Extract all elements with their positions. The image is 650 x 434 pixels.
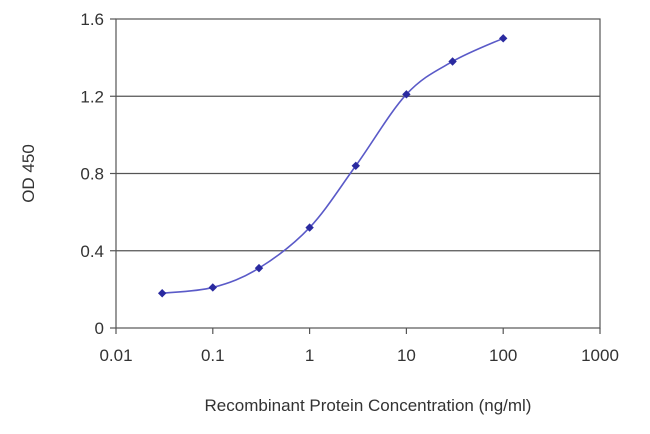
y-axis-title: OD 450 <box>19 144 38 203</box>
x-tick-label: 1 <box>305 346 314 365</box>
data-point <box>402 90 411 99</box>
x-tick-label: 100 <box>489 346 517 365</box>
x-axis-title: Recombinant Protein Concentration (ng/ml… <box>205 396 532 415</box>
x-tick-label: 1000 <box>581 346 619 365</box>
x-axis: 0.01 0.1 1 10 100 1000 <box>99 328 619 365</box>
y-tick-label: 1.6 <box>80 10 104 29</box>
data-point <box>499 34 508 43</box>
series-line <box>162 37 504 295</box>
x-tick-label: 0.01 <box>99 346 132 365</box>
grid-lines <box>116 95 600 252</box>
x-tick-label: 0.1 <box>201 346 225 365</box>
data-point <box>305 223 314 232</box>
x-tick-label: 10 <box>397 346 416 365</box>
y-tick-label: 0 <box>95 319 104 338</box>
data-point <box>157 289 167 298</box>
data-point <box>254 263 264 273</box>
data-point <box>208 283 217 292</box>
y-tick-label: 1.2 <box>80 87 104 106</box>
y-tick-label: 0.4 <box>80 242 104 261</box>
series-layer <box>157 34 508 298</box>
y-tick-label: 0.8 <box>80 165 104 184</box>
data-point <box>448 57 457 66</box>
y-axis: 0 0.4 0.8 1.2 1.6 <box>80 10 116 338</box>
data-point <box>351 161 360 170</box>
